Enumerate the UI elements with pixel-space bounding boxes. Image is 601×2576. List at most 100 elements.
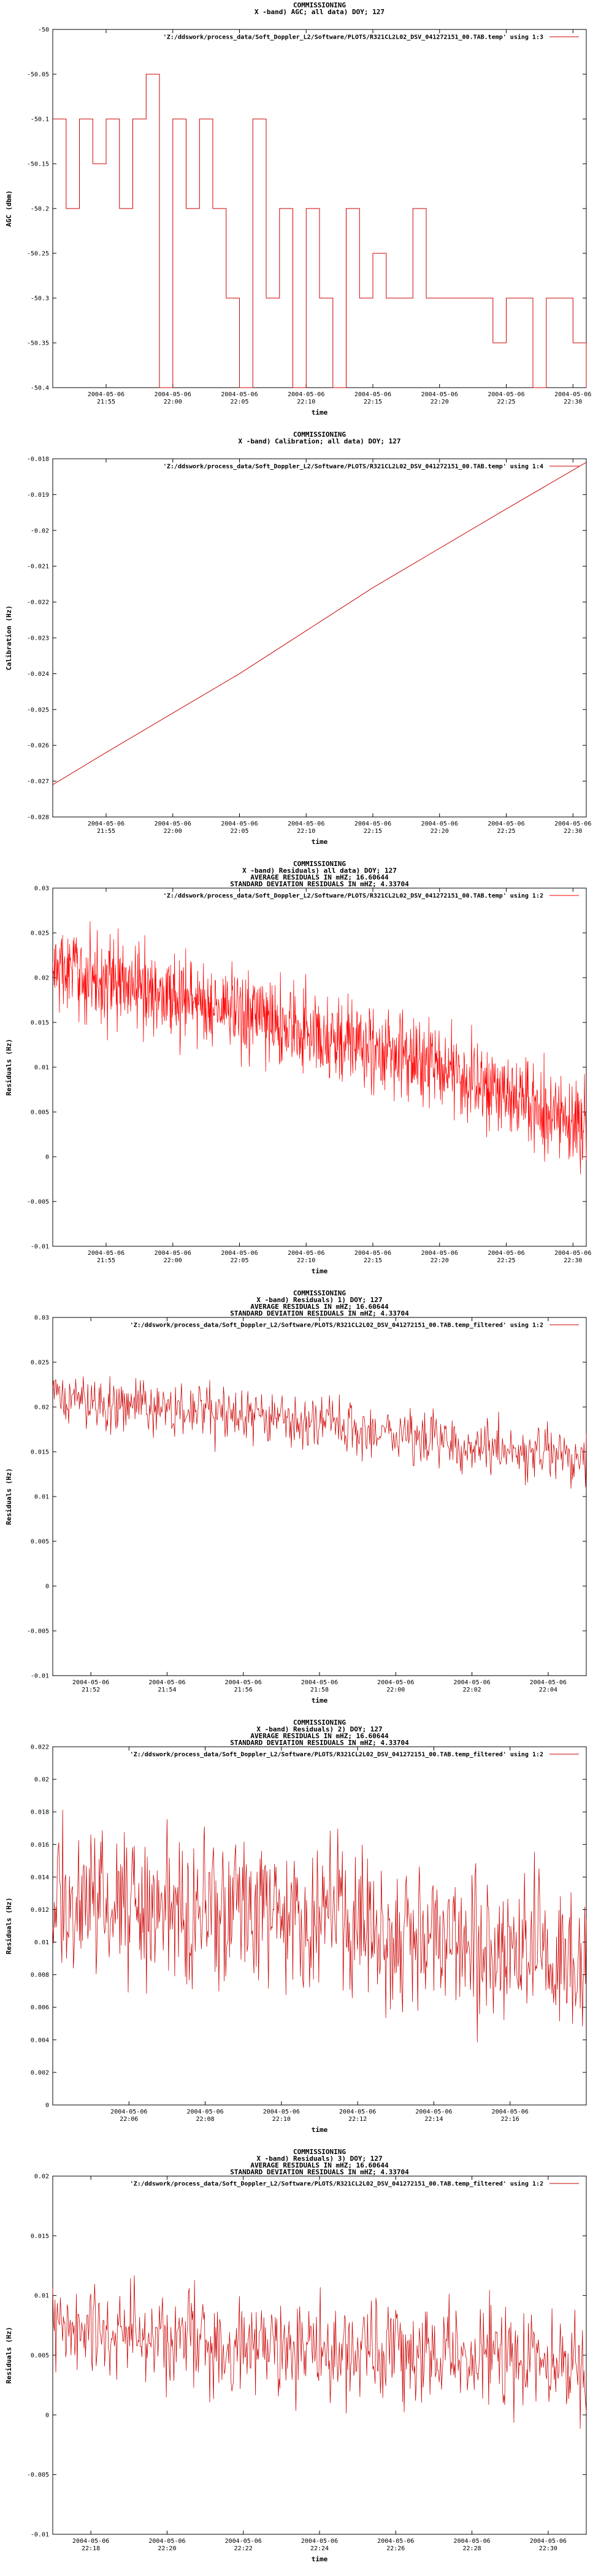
y-tick-label: -0.01 xyxy=(31,1673,49,1680)
x-tick-label-date: 2004-05-06 xyxy=(221,821,258,827)
y-axis-label: Calibration (Hz) xyxy=(5,605,13,670)
y-tick-label: 0.012 xyxy=(31,1907,49,1914)
y-tick-label: 0.02 xyxy=(34,975,49,982)
x-tick-label-date: 2004-05-06 xyxy=(488,1250,524,1257)
y-tick-label: 0.015 xyxy=(31,2233,49,2240)
y-tick-label: 0.03 xyxy=(34,1315,49,1322)
x-tick-label-date: 2004-05-06 xyxy=(72,1679,109,1686)
y-tick-label: 0.025 xyxy=(31,1360,49,1367)
x-tick-label-date: 2004-05-06 xyxy=(155,821,191,827)
chart-title-line-2: X -band) Residuals) 3) DOY; 127 xyxy=(256,2155,382,2163)
y-tick-label: -0.01 xyxy=(31,2532,49,2539)
series-line xyxy=(53,74,587,388)
x-tick-label-date: 2004-05-06 xyxy=(354,391,391,398)
x-tick-label-time: 22:16 xyxy=(501,2116,519,2123)
x-tick-label-date: 2004-05-06 xyxy=(421,1250,458,1257)
x-tick-label-time: 22:10 xyxy=(297,828,315,835)
x-tick-label-time: 22:25 xyxy=(497,828,515,835)
x-tick-label-time: 22:06 xyxy=(120,2116,138,2123)
legend-label: 'Z:/ddswork/process_data/Soft_Doppler_L2… xyxy=(163,34,543,41)
x-tick-label-time: 22:24 xyxy=(310,2545,329,2552)
y-tick-label: 0.03 xyxy=(34,886,49,892)
x-tick-label-time: 21:54 xyxy=(158,1687,176,1693)
chart-title-line-2: X -band) Calibration; all data) DOY; 127 xyxy=(239,437,401,445)
x-tick-label-time: 22:20 xyxy=(431,1257,449,1264)
x-tick-label-time: 21:52 xyxy=(82,1687,100,1693)
y-tick-label: 0.025 xyxy=(31,930,49,937)
series-line xyxy=(52,921,587,1175)
y-tick-label: -50.1 xyxy=(31,117,49,123)
y-tick-label: -50 xyxy=(38,27,49,34)
y-tick-label: -0.021 xyxy=(27,564,49,570)
x-tick-label-time: 22:28 xyxy=(463,2545,481,2552)
y-tick-label: 0.01 xyxy=(34,1065,49,1071)
x-tick-label-time: 21:58 xyxy=(310,1687,329,1693)
chart-title-line-2: X -band) AGC; all data) DOY; 127 xyxy=(255,8,385,16)
x-tick-label-date: 2004-05-06 xyxy=(221,1250,258,1257)
chart-title-line-3: AVERAGE RESIDUALS IN mHZ; 16.60644 xyxy=(250,1303,389,1311)
legend-label: 'Z:/ddswork/process_data/Soft_Doppler_L2… xyxy=(163,463,543,470)
x-tick-label-time: 22:15 xyxy=(364,1257,382,1264)
y-tick-label: 0.016 xyxy=(31,1842,49,1849)
x-tick-label-date: 2004-05-06 xyxy=(554,1250,591,1257)
x-tick-label-date: 2004-05-06 xyxy=(488,821,524,827)
y-tick-label: -50.4 xyxy=(31,385,49,392)
x-tick-label-date: 2004-05-06 xyxy=(377,2538,414,2545)
y-tick-label: 0.008 xyxy=(31,1972,49,1979)
y-tick-label: 0 xyxy=(45,1154,49,1161)
y-tick-label: 0 xyxy=(45,2412,49,2419)
x-tick-label-time: 22:02 xyxy=(463,1687,481,1693)
y-axis-label: Residuals (Hz) xyxy=(5,1468,13,1525)
x-tick-label-date: 2004-05-06 xyxy=(72,2538,109,2545)
chart-title-line-3: AVERAGE RESIDUALS IN mHZ; 16.60644 xyxy=(250,1732,389,1740)
x-tick-label-time: 22:20 xyxy=(431,828,449,835)
y-tick-label: 0.005 xyxy=(31,1110,49,1116)
chart-title-line-2: X -band) Residuals) 2) DOY; 127 xyxy=(256,1725,382,1733)
x-tick-label-time: 22:08 xyxy=(196,2116,215,2123)
x-tick-label-time: 22:10 xyxy=(297,399,315,405)
x-tick-label-date: 2004-05-06 xyxy=(225,1679,262,1686)
x-tick-label-date: 2004-05-06 xyxy=(377,1679,414,1686)
x-tick-label-time: 22:26 xyxy=(386,2545,405,2552)
y-tick-label: 0.002 xyxy=(31,2069,49,2076)
y-tick-label: -0.022 xyxy=(27,599,49,606)
series-line xyxy=(52,1809,587,2043)
y-tick-label: 0.015 xyxy=(31,1449,49,1456)
x-tick-label-time: 22:12 xyxy=(348,2116,367,2123)
y-axis-label: Residuals (Hz) xyxy=(5,1039,13,1096)
legend-label: 'Z:/ddswork/process_data/Soft_Doppler_L2… xyxy=(130,2180,543,2188)
chart-title-line-2: X -band) Residuals) 1) DOY; 127 xyxy=(256,1296,382,1304)
y-tick-label: 0 xyxy=(45,2103,49,2109)
x-tick-label-time: 22:15 xyxy=(364,828,382,835)
x-tick-label-date: 2004-05-06 xyxy=(155,1250,191,1257)
legend-label: 'Z:/ddswork/process_data/Soft_Doppler_L2… xyxy=(130,1751,543,1758)
chart-title-line-4: STANDARD DEVIATION RESIDUALS IN mHZ; 4.3… xyxy=(230,1739,409,1747)
y-tick-label: -0.028 xyxy=(27,815,49,821)
x-tick-label-date: 2004-05-06 xyxy=(530,2538,567,2545)
x-tick-label-date: 2004-05-06 xyxy=(415,2109,452,2115)
x-tick-label-time: 22:14 xyxy=(424,2116,443,2123)
x-tick-label-time: 22:20 xyxy=(431,399,449,405)
y-tick-label: -0.023 xyxy=(27,635,49,642)
chart-title-line-4: STANDARD DEVIATION RESIDUALS IN mHZ; 4.3… xyxy=(230,1309,409,1317)
y-axis-label: Residuals (Hz) xyxy=(5,2327,13,2384)
x-tick-label-time: 22:30 xyxy=(539,2545,557,2552)
x-axis-label: time xyxy=(312,1696,328,1704)
y-tick-label: 0.02 xyxy=(34,1405,49,1411)
x-tick-label-date: 2004-05-06 xyxy=(110,2109,147,2115)
y-tick-label: -0.005 xyxy=(27,2472,49,2478)
x-axis-label: time xyxy=(312,408,328,416)
y-tick-label: -50.3 xyxy=(31,296,49,302)
x-axis-label: time xyxy=(312,2126,328,2134)
x-tick-label-date: 2004-05-06 xyxy=(453,1679,490,1686)
x-tick-label-date: 2004-05-06 xyxy=(453,2538,490,2545)
y-tick-label: 0.022 xyxy=(31,1744,49,1751)
x-tick-label-time: 21:56 xyxy=(234,1687,253,1693)
chart-title-line-1: COMMISSIONING xyxy=(293,431,346,439)
x-axis-label: time xyxy=(312,838,328,846)
